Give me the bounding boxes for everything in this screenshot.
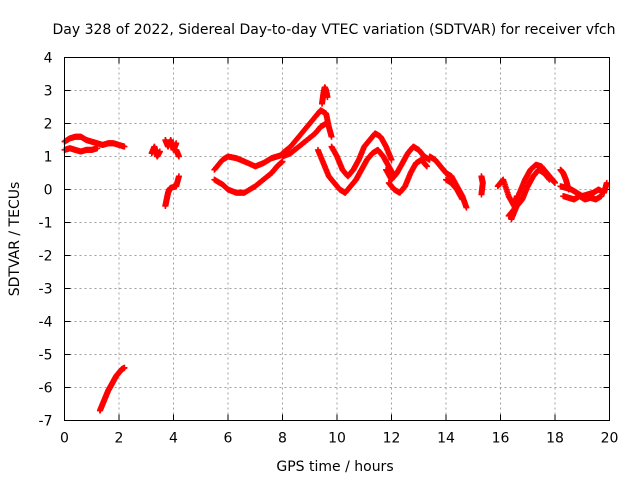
- x-tick-label: 18: [546, 431, 564, 447]
- plot-frame: [64, 57, 610, 421]
- data-point: [175, 153, 182, 160]
- y-tick-label: 3: [44, 84, 53, 100]
- data-point: [121, 364, 128, 371]
- data-point: [478, 191, 485, 198]
- data-point: [175, 173, 182, 180]
- x-tick-label: 4: [169, 431, 178, 447]
- y-tick-label: -4: [39, 315, 53, 331]
- x-tick-label: 8: [278, 431, 287, 447]
- x-tick-label: 2: [115, 431, 124, 447]
- data-point: [598, 193, 605, 200]
- data-point: [463, 204, 470, 211]
- x-tick-label: 16: [492, 431, 510, 447]
- data-point: [388, 156, 395, 163]
- data-point: [423, 163, 430, 170]
- y-tick-label: -3: [39, 282, 53, 298]
- y-tick-label: 0: [44, 183, 53, 199]
- y-tick-label: 1: [44, 150, 53, 166]
- y-tick-label: -6: [39, 381, 53, 397]
- y-tick-label: -5: [39, 348, 53, 364]
- data-point: [546, 176, 553, 183]
- x-axis-label: GPS time / hours: [276, 459, 393, 475]
- x-tick-label: 14: [437, 431, 455, 447]
- data-point: [173, 140, 180, 147]
- x-tick-label: 20: [601, 431, 619, 447]
- data-point: [603, 179, 610, 186]
- data-point: [156, 148, 163, 155]
- data-point: [121, 143, 128, 150]
- data-points: [61, 84, 610, 414]
- x-tick-label: 12: [383, 431, 401, 447]
- y-tick-label: -2: [39, 249, 53, 265]
- y-tick-label: -7: [39, 414, 53, 430]
- data-point: [324, 94, 331, 101]
- x-tick-label: 6: [224, 431, 233, 447]
- data-point: [94, 145, 101, 152]
- data-point: [323, 120, 330, 127]
- y-tick-label: 2: [44, 117, 53, 133]
- y-tick-label: -1: [39, 216, 53, 232]
- data-point: [552, 179, 558, 186]
- chart-title: Day 328 of 2022, Sidereal Day-to-day VTE…: [52, 22, 615, 38]
- y-tick-label: 4: [44, 51, 53, 67]
- data-point: [328, 133, 335, 140]
- y-axis-label: SDTVAR / TECUs: [7, 182, 23, 297]
- data-point: [459, 196, 466, 203]
- x-tick-label: 10: [328, 431, 346, 447]
- x-tick-label: 0: [60, 431, 69, 447]
